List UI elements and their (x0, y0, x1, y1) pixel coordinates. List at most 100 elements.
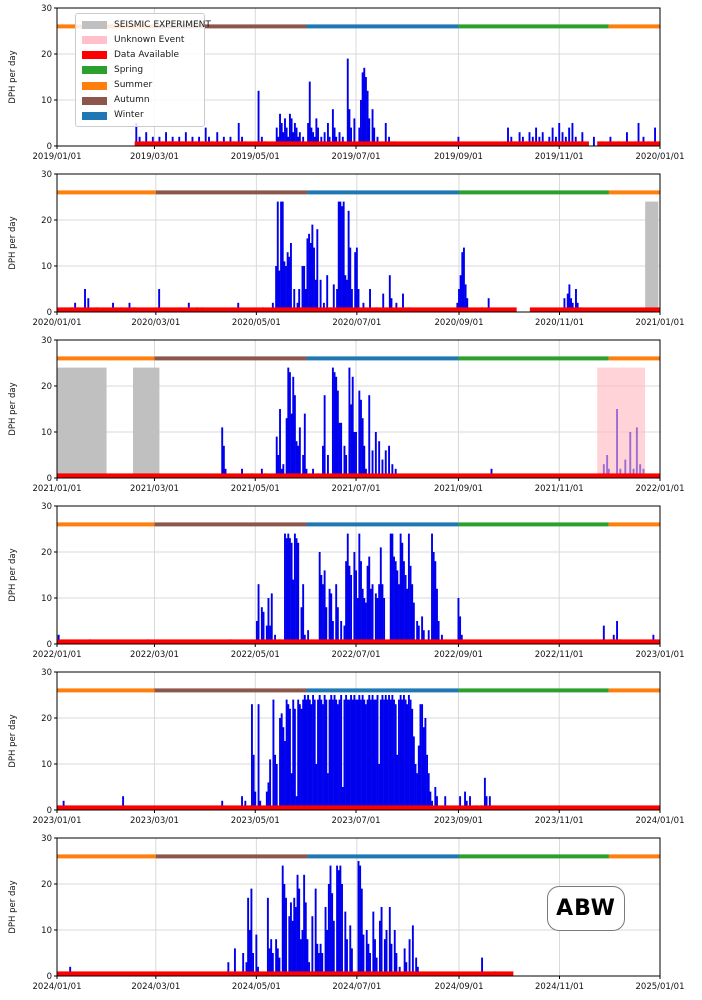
y-axis-label: DPH per day (8, 216, 18, 269)
dph-bar (287, 533, 290, 644)
axes-frame (56, 173, 661, 313)
dph-bar (414, 764, 417, 810)
dph-bar (361, 695, 364, 810)
dph-bar (424, 718, 427, 810)
dph-bar (343, 699, 346, 810)
dph-bar (304, 289, 307, 312)
x-tick-label: 2019/09/01 (434, 152, 483, 162)
dph-bar (507, 127, 509, 146)
dph-bar (293, 289, 296, 312)
dph-bar (358, 127, 361, 146)
dph-bar (293, 533, 296, 644)
dph-bar (279, 113, 281, 146)
x-tick-label: 2019/03/01 (130, 152, 179, 162)
dph-bar (284, 533, 286, 644)
x-tick-label: 2021/01/01 (33, 484, 82, 494)
dph-bar (394, 561, 397, 644)
dph-bar (361, 72, 364, 146)
dph-bar (345, 455, 348, 478)
dph-bar (266, 897, 269, 976)
subplot-2023: 0 10 20 30 2023/01/01 2023/03/01 2023/05/01 202… (8, 668, 685, 826)
dph-bar (518, 132, 521, 146)
legend-label: Winter (114, 110, 144, 121)
dph-bar (347, 210, 350, 312)
dph-bar (84, 289, 86, 312)
season-segment-winter (306, 688, 459, 693)
season-segment-summer (57, 854, 156, 859)
dph-bar (366, 565, 369, 644)
dph-bar (321, 953, 324, 976)
x-tick-label: 2024/03/01 (131, 982, 180, 992)
dph-bar (371, 109, 374, 146)
dph-bar (381, 584, 384, 644)
x-tick-label: 2022/01/01 (33, 650, 82, 660)
dph-bar (297, 445, 300, 478)
dph-bar (275, 127, 278, 146)
dph-bar (233, 948, 236, 976)
dph-bar (535, 127, 538, 146)
dph-bar (276, 948, 279, 976)
seismic-experiment-region (57, 367, 107, 478)
y-axis-label: DPH per day (8, 880, 18, 933)
x-tick-label: 2019/01/01 (33, 152, 82, 162)
season-segment-spring (458, 24, 609, 29)
dph-bar (371, 695, 374, 810)
x-tick-label: 2020/05/01 (232, 318, 281, 328)
dph-bar (348, 367, 351, 478)
x-tick-label: 2024/09/01 (435, 982, 484, 992)
dph-bar (339, 201, 342, 312)
dph-bar (330, 695, 333, 810)
dph-bar (346, 939, 348, 976)
dph-bar (459, 275, 462, 312)
dph-bar (331, 109, 334, 146)
dph-bar (307, 695, 310, 810)
season-segment-spring (459, 854, 609, 859)
dph-bar (204, 127, 207, 146)
dph-bar (378, 764, 381, 810)
dph-bar (396, 754, 399, 810)
dph-bar (308, 962, 311, 976)
season-segment-summer (608, 24, 660, 29)
x-tick-label: 2024/05/01 (232, 982, 281, 992)
dph-bar (363, 699, 366, 810)
y-tick-label: 30 (41, 502, 52, 512)
dph-bar (328, 588, 331, 644)
dph-bar (338, 422, 341, 478)
dph-bar (296, 874, 299, 976)
dph-bar (252, 754, 255, 810)
data-available-bar (134, 141, 589, 146)
season-segment-summer (57, 356, 155, 361)
dph-bar (351, 699, 354, 810)
dph-bar (382, 293, 385, 312)
dph-bar (379, 547, 382, 644)
dph-bar (250, 888, 253, 976)
dph-bar (300, 607, 303, 644)
axes-frame (56, 339, 661, 479)
dph-bar (300, 708, 303, 810)
dph-bar (320, 699, 323, 810)
dph-bar (412, 602, 415, 644)
x-tick-label: 2024/01/01 (636, 816, 685, 826)
dph-bar (364, 704, 367, 810)
dph-bar (436, 588, 438, 644)
dph-bar (330, 593, 333, 644)
dph-bar (368, 118, 371, 146)
dph-bar (396, 570, 399, 644)
dph-bar (311, 916, 314, 976)
y-tick-label: 10 (41, 262, 52, 272)
dph-bar (346, 533, 349, 644)
dph-bar (279, 718, 281, 810)
dph-bar (285, 266, 287, 312)
dph-bar (252, 953, 255, 976)
dph-bar (381, 695, 384, 810)
dph-bar (288, 538, 291, 644)
dph-bar (429, 791, 432, 810)
dph-bar (248, 930, 251, 976)
y-axis-label: DPH per day (8, 714, 18, 767)
dph-bar (318, 953, 320, 976)
dph-bar (395, 953, 398, 976)
axes-frame (56, 505, 661, 645)
dph-bar (391, 695, 394, 810)
dph-bar (306, 238, 309, 312)
dph-bar (325, 607, 328, 644)
